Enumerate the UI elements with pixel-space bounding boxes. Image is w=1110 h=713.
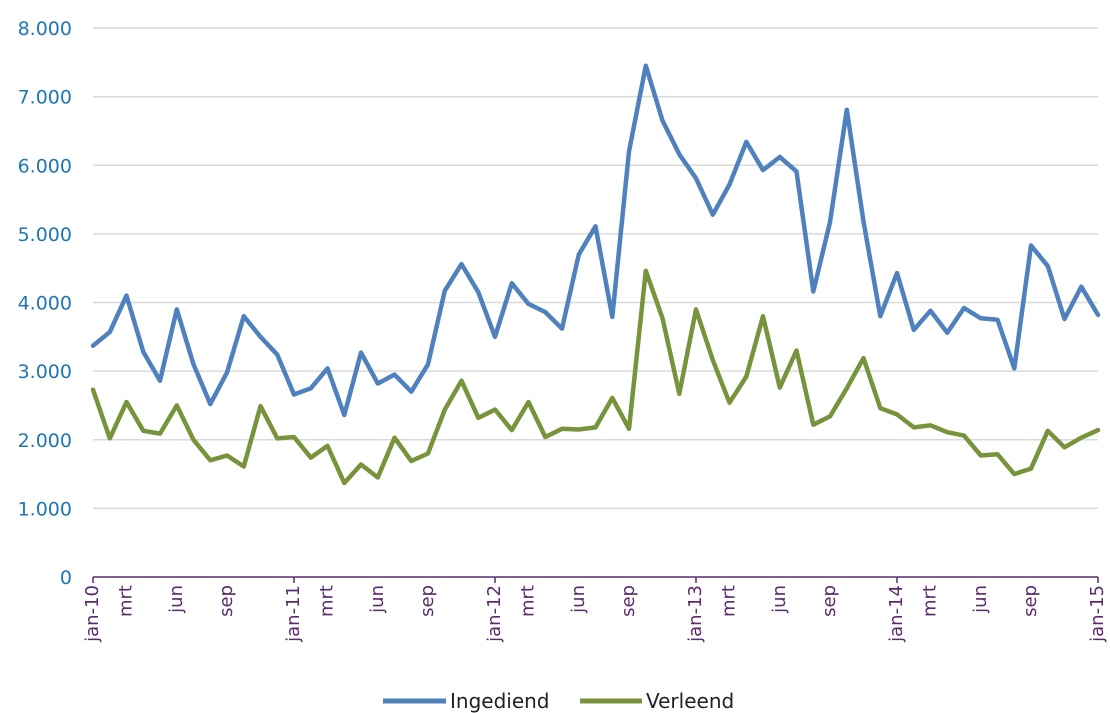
- x-tick-label: sep: [618, 585, 639, 617]
- x-axis: [92, 576, 1099, 583]
- series-line-verleend: [90, 268, 1101, 486]
- x-tick-label: jun: [367, 585, 388, 614]
- x-tick-label: sep: [819, 585, 840, 617]
- gridlines: [93, 27, 1098, 510]
- x-tick-label: jun: [568, 585, 589, 614]
- y-tick-label: 1.000: [18, 498, 72, 520]
- x-tick-label: jan-15: [1087, 585, 1108, 643]
- x-tick-label: sep: [216, 585, 237, 617]
- y-tick-label: 8.000: [18, 18, 72, 40]
- x-tick-label: mrt: [518, 585, 539, 617]
- x-axis-ticks: jan-10 mrt jun sep jan-11 mrt jun sep jan-12 mrt j…: [82, 585, 1108, 643]
- x-tick-label: mrt: [116, 585, 137, 617]
- y-tick-label: 6.000: [18, 155, 72, 177]
- x-tick-label: jun: [970, 585, 991, 614]
- y-tick-label: 4.000: [18, 293, 72, 315]
- y-axis-ticks: 0 1.000 2.000 3.000 4.000 5.000 6.000 7.000 8.00…: [18, 18, 72, 589]
- x-tick-label: sep: [1020, 585, 1041, 617]
- x-tick-label: mrt: [719, 585, 740, 617]
- x-tick-label: jan-14: [886, 585, 907, 643]
- x-tick-label: sep: [417, 585, 438, 617]
- legend-label-verleend: Verleend: [646, 689, 734, 713]
- x-tick-label: mrt: [920, 585, 941, 617]
- y-tick-label: 3.000: [18, 361, 72, 383]
- legend: Ingediend Verleend: [383, 689, 734, 713]
- x-tick-label: jan-12: [484, 585, 505, 643]
- x-tick-label: jan-11: [283, 585, 304, 643]
- x-tick-label: jan-10: [82, 585, 103, 643]
- x-tick-label: jun: [769, 585, 790, 614]
- y-tick-label: 7.000: [18, 87, 72, 109]
- y-tick-label: 2.000: [18, 430, 72, 452]
- x-tick-label: jun: [166, 585, 187, 614]
- x-tick-label: mrt: [317, 585, 338, 617]
- x-tick-label: jan-13: [685, 585, 706, 643]
- y-tick-label: 5.000: [18, 224, 72, 246]
- series-lines: [90, 63, 1101, 486]
- series-line-ingediend: [90, 63, 1101, 418]
- y-tick-label: 0: [60, 567, 72, 589]
- legend-label-ingediend: Ingediend: [450, 689, 550, 713]
